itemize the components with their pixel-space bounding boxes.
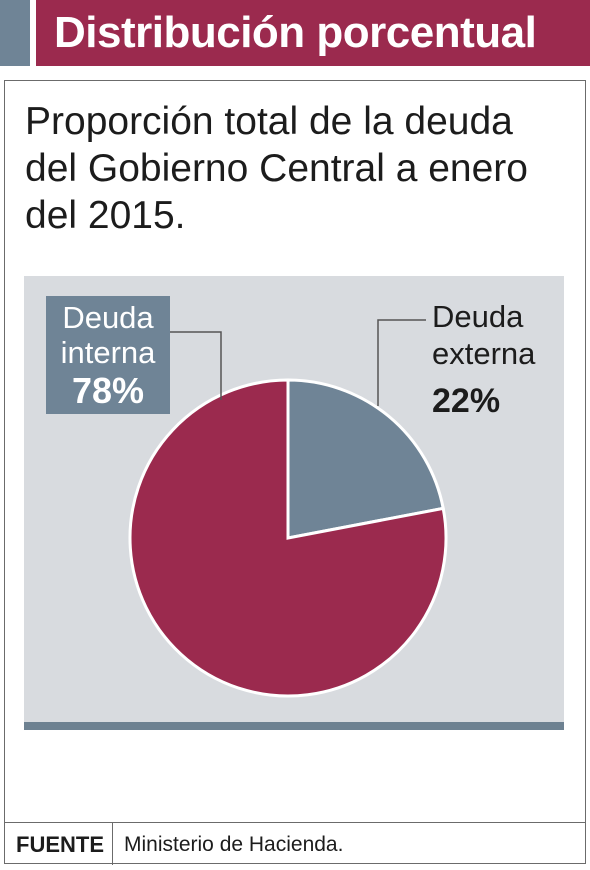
deuda-interna-label: Deuda interna xyxy=(46,300,170,370)
leader-line-deuda-externa xyxy=(377,319,426,406)
label-line: externa xyxy=(432,336,536,371)
source-text: Ministerio de Hacienda. xyxy=(124,833,344,856)
label-line: interna xyxy=(60,335,156,370)
source-label: FUENTE xyxy=(16,832,104,857)
pie-chart xyxy=(128,319,448,698)
source-row xyxy=(4,822,586,866)
label-line: Deuda xyxy=(432,299,524,334)
leader-line-deuda-interna xyxy=(170,331,222,400)
pie-slice-deuda-externa xyxy=(286,378,445,540)
chart-base-bar xyxy=(24,722,564,730)
deuda-interna-label-box xyxy=(46,296,170,414)
source-divider xyxy=(112,823,113,865)
subtitle-line: Proporción total de la deuda xyxy=(25,100,513,143)
page-title: Distribución porcentual xyxy=(54,8,537,57)
deuda-interna-percent: 78% xyxy=(71,370,145,411)
header-accent xyxy=(0,0,30,66)
pie-slice-deuda-interna xyxy=(128,378,448,698)
chart-card xyxy=(4,80,586,864)
deuda-externa-percent: 22% xyxy=(432,382,501,420)
chart-subtitle: Proporción total de la deuda del Gobiern… xyxy=(25,98,575,239)
header-bar xyxy=(36,0,590,66)
subtitle-line: del 2015. xyxy=(25,194,186,237)
label-line: Deuda xyxy=(62,300,154,335)
deuda-externa-label: Deuda externa xyxy=(432,298,535,372)
subtitle-line: del Gobierno Central a enero xyxy=(25,147,528,190)
